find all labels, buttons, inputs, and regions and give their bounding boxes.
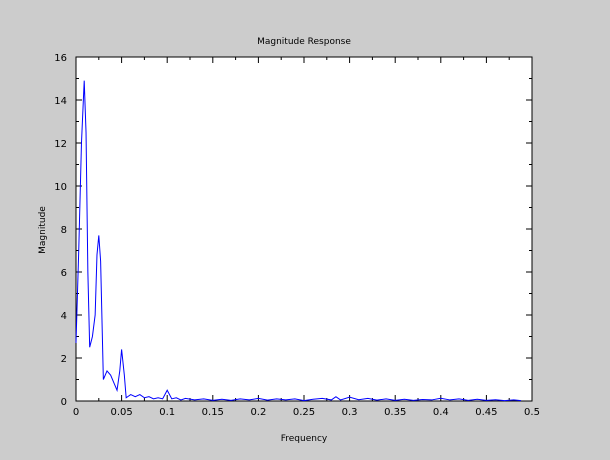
series-layer [75,80,522,402]
y-tick-label: 14 [54,96,67,107]
x-tick-label: 0.1 [159,407,175,418]
x-tick-label: 0.25 [293,407,315,418]
x-tick-label: 0.5 [524,407,540,418]
x-tick-label: 0.2 [250,407,266,418]
x-tick-label: 0.35 [384,407,406,418]
x-tick-label: 0 [73,407,79,418]
y-tick-label: 10 [54,182,67,193]
plot-area [75,56,533,402]
y-tick-label: 6 [61,268,67,279]
x-tick-label: 0.15 [202,407,224,418]
x-axis-label: Frequency [281,434,328,444]
y-axis-ticks: 0 2 4 6 8 10 12 14 16 [54,53,532,408]
x-tick-label: 0.4 [433,407,449,418]
chart-title: Magnitude Response [257,37,351,47]
y-tick-label: 0 [61,397,67,408]
y-tick-label: 4 [61,311,67,322]
x-axis-ticks: 0 0.05 0.1 0.15 0.2 0.25 0.3 0.35 0.4 0.45 0.5 [73,57,540,418]
y-axis-label: Magnitude [38,206,48,254]
y-tick-label: 2 [61,354,67,365]
x-tick-label: 0.3 [342,407,358,418]
y-tick-label: 16 [54,53,67,64]
x-tick-label: 0.45 [475,407,497,418]
magnitude-series-line [75,80,522,402]
x-tick-label: 0.05 [110,407,132,418]
y-tick-label: 8 [61,225,67,236]
y-tick-label: 12 [54,139,67,150]
